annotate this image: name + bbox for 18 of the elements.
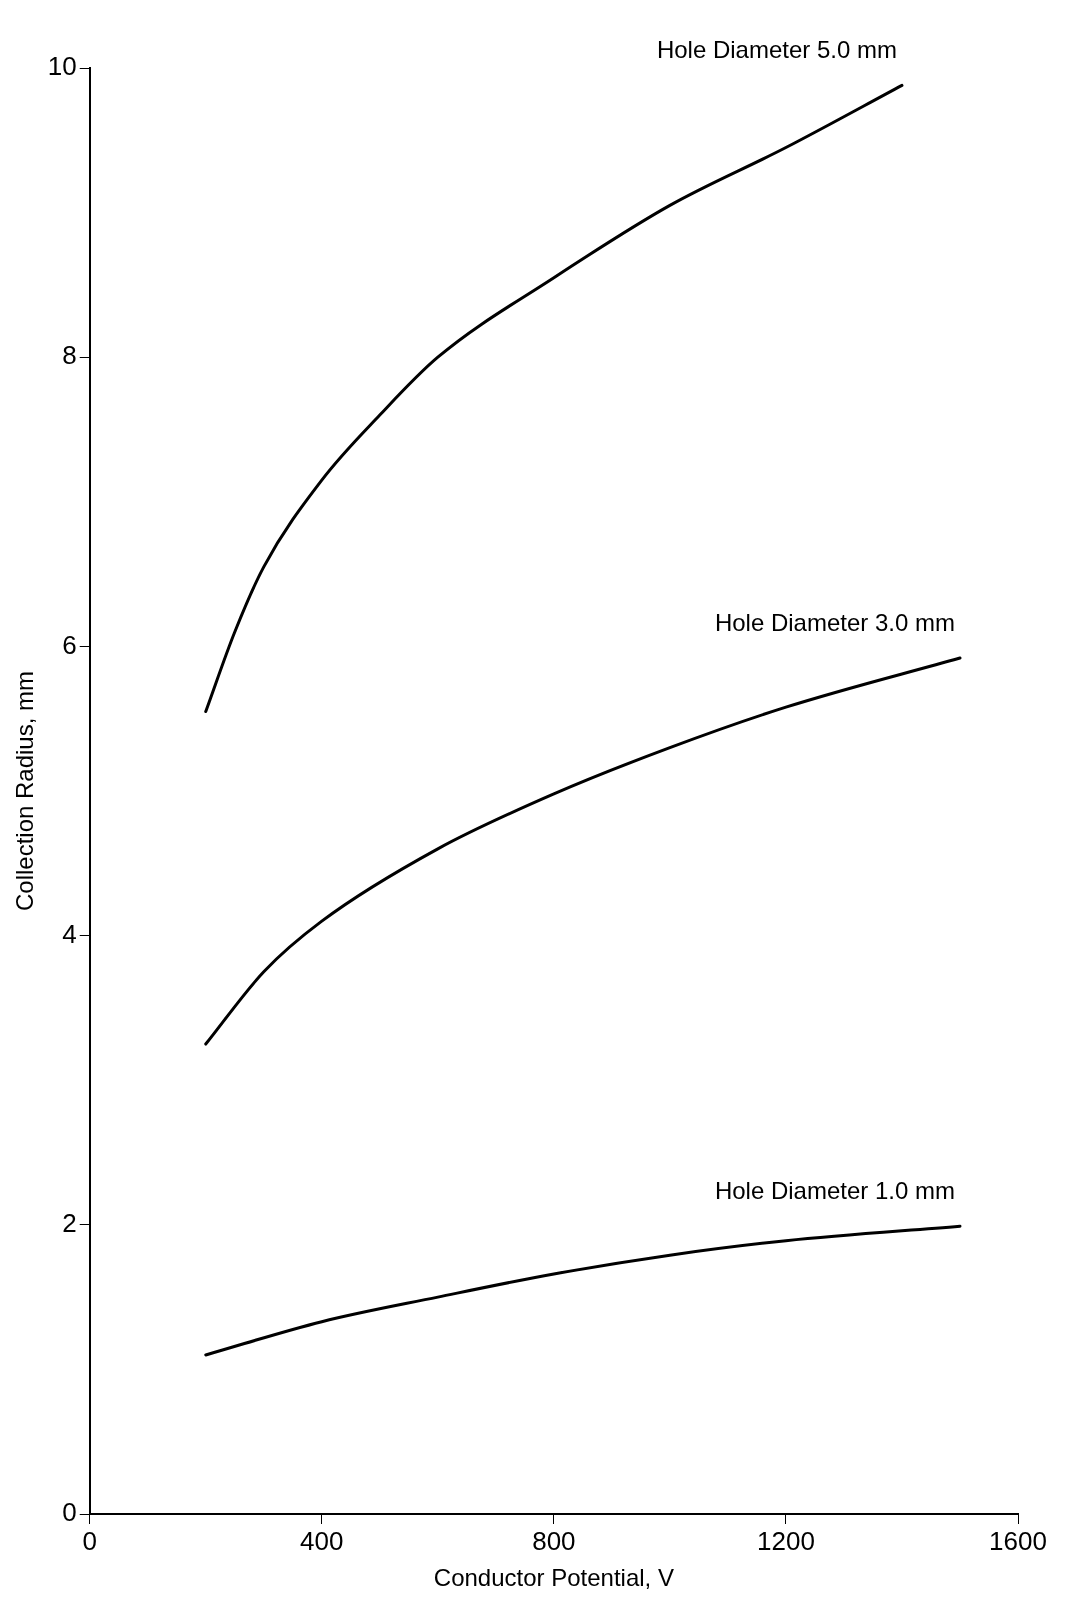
line-series [204,1224,962,1357]
line-series [204,656,962,1046]
y-tick-label: 8 [62,340,77,371]
y-axis-title: Collection Radius, mm [11,670,39,912]
x-tick-label: 0 [82,1525,97,1556]
x-tick-label: 400 [300,1525,344,1556]
y-tick-label: 2 [62,1207,77,1238]
y-tick-label: 10 [47,51,77,82]
series-label: Hole Diameter 1.0 mm [714,1176,955,1204]
series-label: Hole Diameter 3.0 mm [714,608,955,636]
y-tick-label: 6 [62,629,77,660]
series-label: Hole Diameter 5.0 mm [656,35,897,63]
y-tick-label: 0 [62,1497,77,1528]
x-tick-label: 1600 [989,1525,1047,1556]
x-axis-title: Conductor Potential, V [433,1564,674,1592]
y-tick-label: 4 [62,918,77,949]
x-tick-label: 1200 [757,1525,815,1556]
x-tick-label: 800 [532,1525,576,1556]
